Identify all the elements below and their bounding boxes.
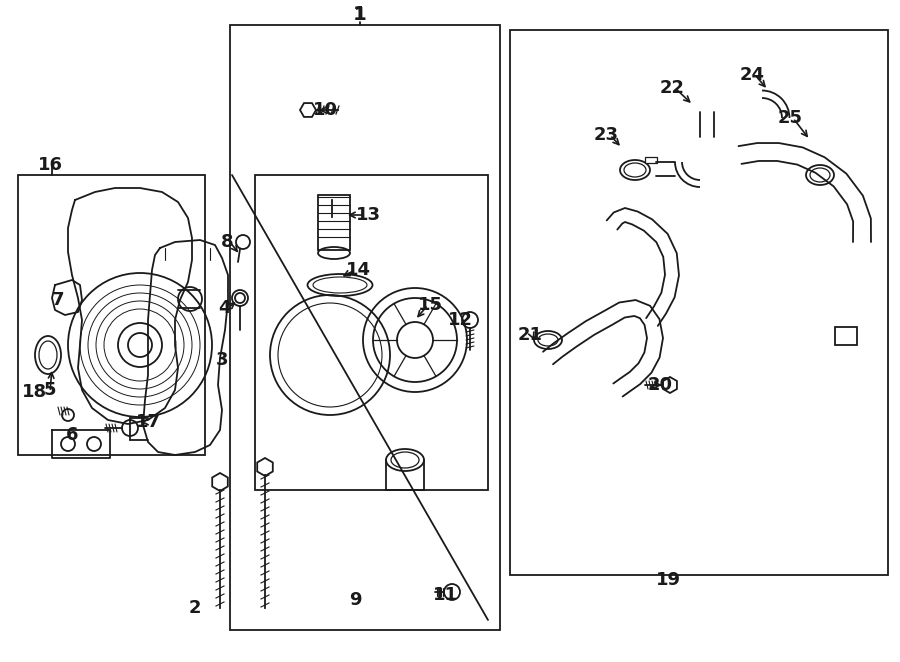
Text: 12: 12	[447, 311, 473, 329]
Bar	[318, 195, 350, 250]
Text: 16: 16	[38, 156, 62, 174]
Text: 17: 17	[136, 413, 160, 431]
Text: 4: 4	[218, 299, 230, 317]
Text: 8: 8	[220, 233, 233, 251]
Text: 11: 11	[433, 586, 457, 604]
Text: 22: 22	[660, 79, 685, 97]
Text: 14: 14	[346, 261, 371, 279]
Text: 19: 19	[655, 571, 680, 589]
Text: 7: 7	[52, 291, 64, 309]
Text: 1: 1	[353, 5, 367, 24]
Bar	[255, 175, 488, 490]
Bar	[835, 327, 857, 345]
Text: 1: 1	[354, 6, 366, 24]
Bar	[645, 157, 657, 163]
Text: 24: 24	[740, 66, 764, 84]
Bar	[230, 25, 500, 630]
Text: 5: 5	[44, 381, 56, 399]
Text: 9: 9	[349, 591, 361, 609]
Text: 6: 6	[66, 426, 78, 444]
Text: 3: 3	[216, 351, 229, 369]
Text: 25: 25	[778, 109, 803, 127]
Text: 15: 15	[418, 296, 443, 314]
Text: 20: 20	[647, 376, 672, 394]
Text: 21: 21	[518, 326, 543, 344]
Text: 10: 10	[312, 101, 338, 119]
Text: 23: 23	[593, 126, 618, 144]
Text: 18: 18	[22, 383, 48, 401]
Text: 13: 13	[356, 206, 381, 224]
Bar	[18, 175, 205, 455]
Text: 2: 2	[189, 599, 202, 617]
Bar	[510, 30, 888, 575]
